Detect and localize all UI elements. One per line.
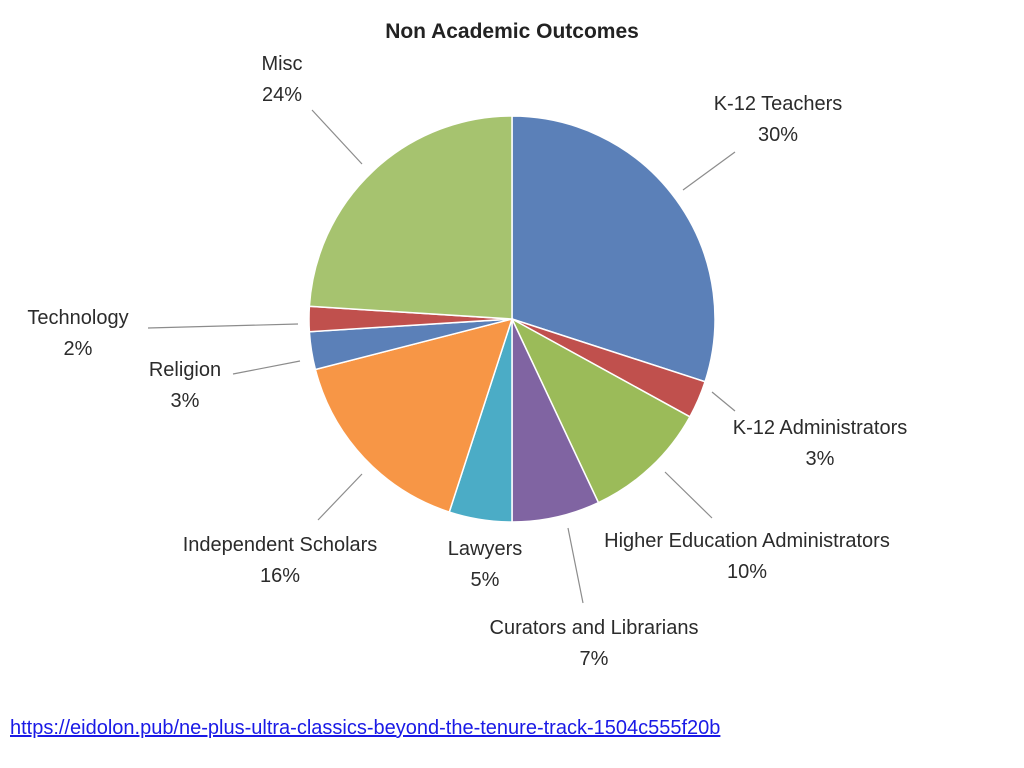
chart-title: Non Academic Outcomes — [385, 20, 639, 43]
slice-label: Technology — [27, 307, 128, 329]
slice-value-label: 24% — [262, 84, 302, 106]
pie-slice-higher-education-administrators — [510, 317, 691, 504]
pie-slice-misc — [308, 115, 513, 320]
slice-label: Religion — [149, 359, 221, 381]
pie-chart: Non Academic Outcomes K-12 Teachers30%K-… — [27, 20, 907, 670]
slice-label: K-12 Teachers — [714, 93, 843, 115]
leader-line — [711, 391, 736, 412]
leader-line — [232, 360, 301, 375]
leader-line — [317, 473, 363, 521]
pie-slice-k-12-teachers — [511, 115, 716, 383]
slice-value-label: 7% — [580, 648, 609, 670]
slice-value-label: 5% — [471, 569, 500, 591]
slice-value-label: 10% — [727, 561, 767, 583]
slice-label: Higher Education Administrators — [604, 530, 890, 552]
slice-label: Lawyers — [448, 538, 522, 560]
leader-line — [567, 527, 584, 604]
slice-value-label: 3% — [806, 448, 835, 470]
slice-label: K-12 Administrators — [733, 417, 908, 439]
leader-line — [311, 109, 363, 165]
slice-value-label: 3% — [171, 390, 200, 412]
slice-value-label: 2% — [64, 338, 93, 360]
slice-labels: K-12 Teachers 30% K-12 Administrators 3% Hig… — [27, 53, 907, 670]
slice-label: Misc — [261, 53, 302, 75]
slice-label: Independent Scholars — [183, 534, 378, 556]
slice-value-label: 16% — [260, 565, 300, 587]
pie-slice-independent-scholars — [314, 317, 514, 514]
leader-lines — [147, 109, 736, 604]
leader-line — [147, 323, 299, 329]
slice-label: Curators and Librarians — [490, 617, 699, 639]
leader-line — [682, 151, 736, 191]
pie-slices — [308, 115, 716, 523]
leader-line — [664, 471, 713, 519]
source-link[interactable]: https://eidolon.pub/ne-plus-ultra-classi… — [10, 717, 721, 739]
slice-value-label: 30% — [758, 124, 798, 146]
